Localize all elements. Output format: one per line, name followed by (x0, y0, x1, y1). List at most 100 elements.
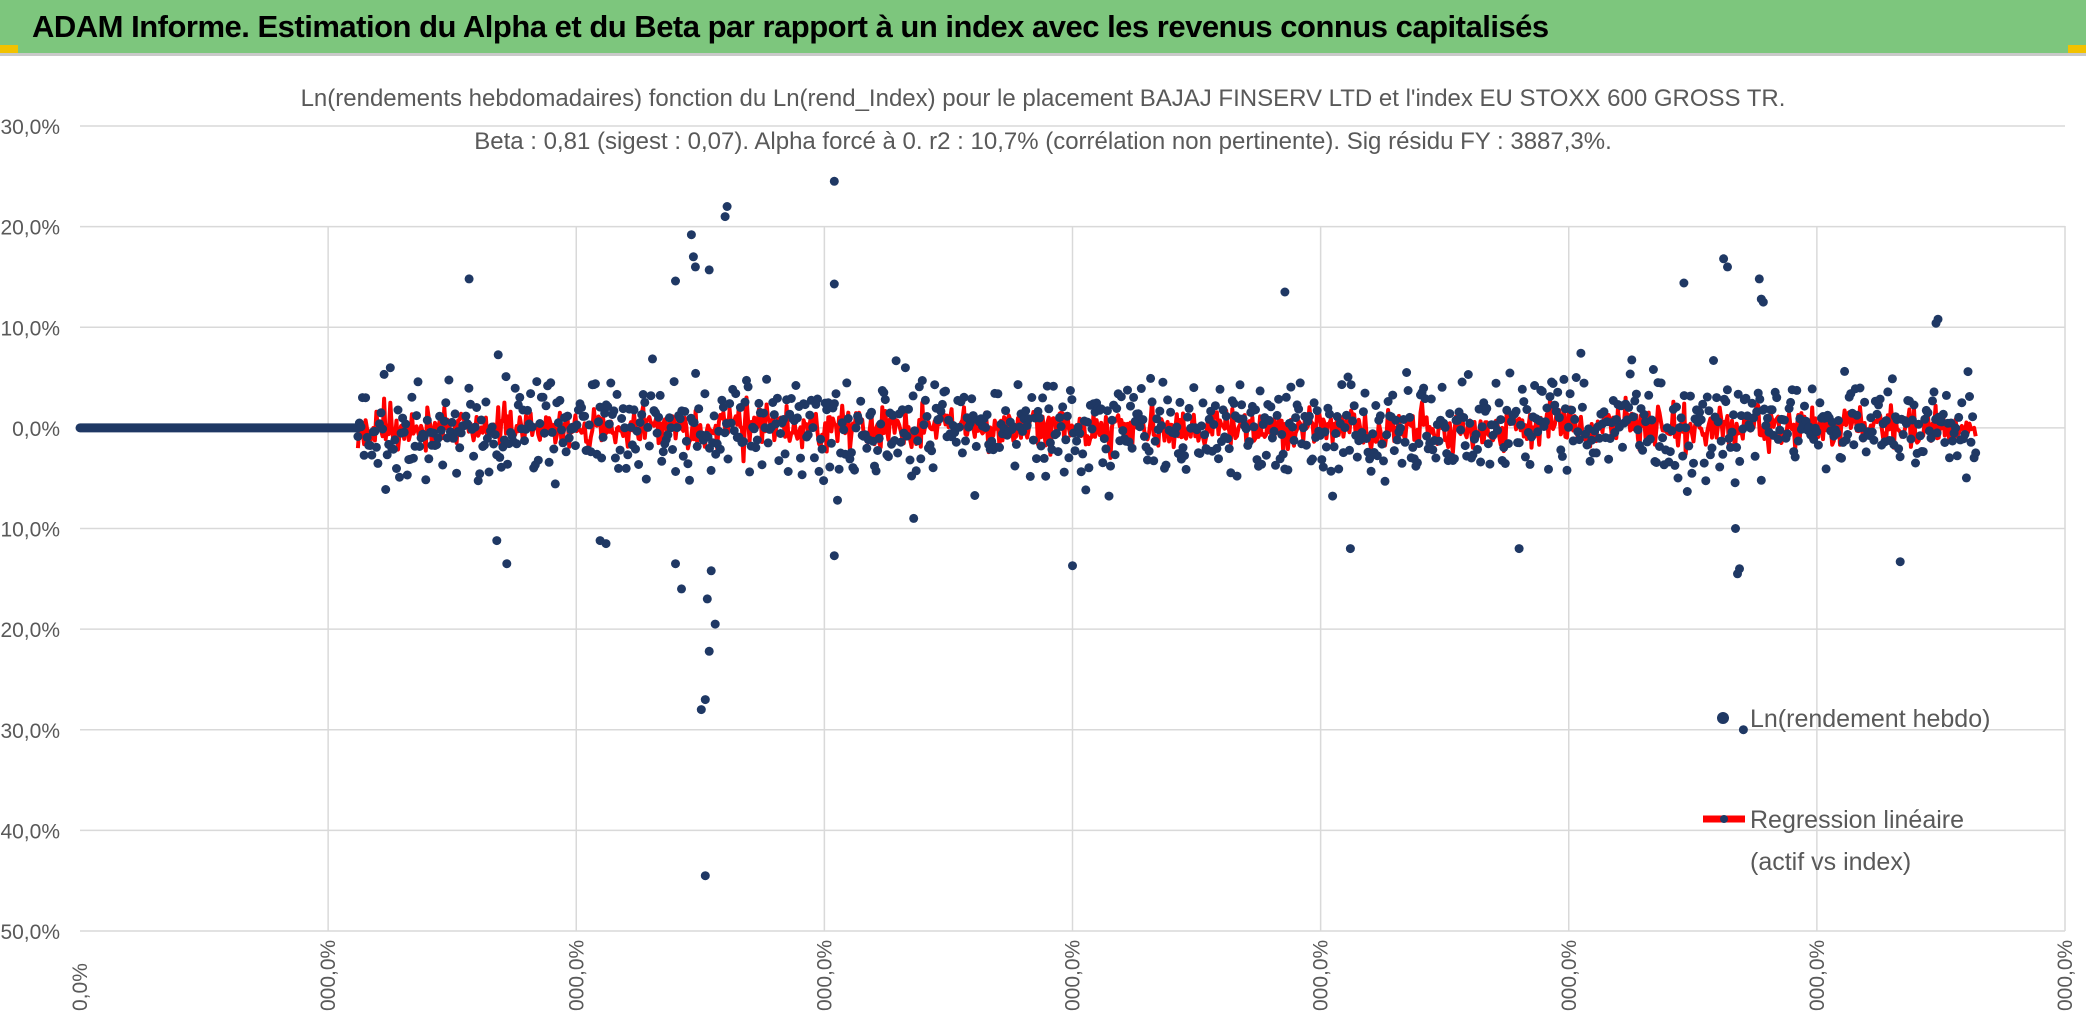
data-point (1380, 476, 1390, 486)
data-point (965, 418, 975, 428)
data-point-outlier (464, 274, 474, 284)
y-tick-label: -40,0% (0, 820, 60, 843)
data-point (1288, 422, 1297, 432)
data-point (951, 437, 961, 447)
data-point (1611, 415, 1621, 424)
data-point (1813, 440, 1823, 450)
data-point (623, 450, 633, 460)
data-point (739, 437, 748, 447)
data-point (993, 389, 1003, 399)
data-point (829, 399, 839, 409)
legend-points-label: Ln(rendement hebdo) (1750, 705, 1990, 733)
data-point (1345, 445, 1354, 455)
data-point (469, 451, 479, 461)
data-point-outlier (671, 559, 680, 569)
data-point (1522, 405, 1532, 414)
data-point (1372, 451, 1382, 461)
data-point (549, 444, 559, 454)
data-point-outlier (1733, 569, 1742, 579)
data-point (1195, 449, 1205, 458)
data-point (1426, 394, 1436, 404)
data-point (1579, 378, 1589, 388)
data-point (1559, 374, 1569, 384)
data-point (1651, 458, 1661, 467)
data-point (382, 450, 392, 460)
data-point (1358, 407, 1368, 417)
data-point (436, 425, 446, 435)
data-point (817, 444, 827, 454)
data-point (456, 428, 466, 438)
data-point (1574, 435, 1584, 445)
data-point (825, 462, 835, 472)
data-point (1078, 449, 1088, 459)
data-point (1511, 406, 1521, 416)
data-point (644, 441, 654, 451)
data-point-outlier (829, 551, 839, 561)
data-point (1392, 435, 1402, 445)
data-point (1963, 367, 1973, 377)
data-point (1519, 397, 1529, 407)
data-point (501, 372, 511, 382)
data-point (658, 447, 668, 457)
data-point-outlier (1719, 254, 1729, 264)
data-point-outlier (1931, 318, 1941, 328)
x-tick-label: 0,0% (69, 963, 92, 1011)
data-point (725, 399, 735, 409)
data-point (1445, 409, 1455, 419)
data-point (1238, 414, 1248, 424)
data-point (615, 445, 625, 455)
data-point (809, 453, 819, 463)
data-point (854, 415, 864, 425)
y-tick-label: 0,0% (12, 418, 60, 441)
data-point (1011, 439, 1021, 449)
data-point (1377, 439, 1387, 449)
data-point (1061, 435, 1071, 445)
data-point (1722, 385, 1732, 395)
data-point (911, 466, 921, 476)
data-point-outlier (710, 619, 720, 629)
data-point (1773, 434, 1783, 444)
data-point (1945, 453, 1954, 463)
data-point-outlier (502, 559, 512, 569)
data-point (1144, 446, 1154, 456)
data-point (1064, 453, 1074, 463)
data-point (681, 436, 691, 446)
data-point (717, 395, 727, 405)
data-point (1251, 405, 1260, 415)
data-point (1028, 435, 1038, 445)
data-point (1676, 413, 1686, 423)
data-point (1463, 370, 1473, 379)
data-point-outlier (677, 584, 686, 594)
data-point (379, 369, 389, 379)
data-point-outlier (720, 212, 730, 222)
data-point (1932, 428, 1942, 438)
data-point (1571, 373, 1581, 382)
data-point (1056, 422, 1066, 431)
data-point (1682, 487, 1692, 496)
data-point-outlier (706, 566, 716, 576)
data-point (1564, 422, 1573, 432)
data-point (1189, 383, 1199, 393)
data-point (1360, 388, 1370, 398)
data-point (959, 392, 969, 402)
data-point (833, 495, 842, 505)
data-point (874, 433, 884, 443)
data-point (1951, 423, 1961, 433)
data-point (1645, 434, 1655, 444)
data-point (1721, 397, 1731, 407)
data-point (831, 389, 841, 399)
data-point (385, 363, 395, 373)
data-point (759, 408, 768, 418)
data-point (532, 377, 542, 387)
data-point (1709, 356, 1718, 365)
data-point (1027, 393, 1037, 402)
data-point-outlier (1280, 287, 1290, 297)
data-point (1075, 428, 1085, 438)
data-point (1309, 398, 1319, 408)
data-point (1104, 491, 1114, 501)
x-tick-label: 000,0% (1558, 940, 1581, 1011)
data-point (1750, 451, 1760, 461)
data-point (1136, 384, 1146, 393)
data-point (1389, 446, 1399, 456)
data-point (893, 448, 903, 458)
